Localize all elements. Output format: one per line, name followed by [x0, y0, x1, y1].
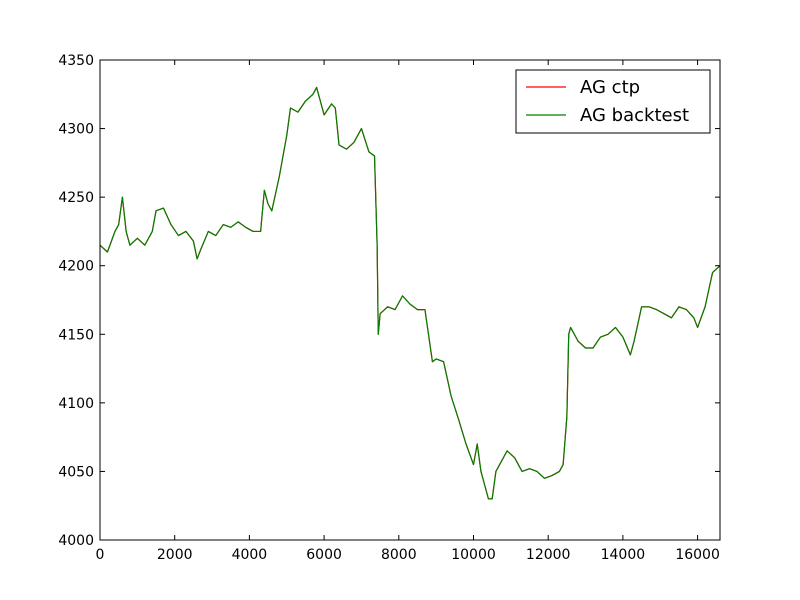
legend-box: [515, 69, 711, 134]
legend-label-ag-backtest: AG backtest: [580, 105, 689, 126]
plot-area: [100, 60, 720, 540]
series-line-ag-backtest: [99, 86, 721, 500]
y-tick-label: 4000: [58, 533, 94, 549]
x-tick-label: 8000: [381, 547, 417, 563]
tick-layer: 0 2000 4000 6000 8000 10000 12000 14000 16000 400…: [58, 53, 720, 563]
x-tick-label: 14000: [601, 547, 646, 563]
x-tick-label: 16000: [675, 547, 720, 563]
x-tick-label: 10000: [451, 547, 496, 563]
y-tick-label: 4350: [58, 53, 94, 69]
y-tick-label: 4300: [58, 122, 94, 138]
x-tick-label: 4000: [232, 547, 268, 563]
x-tick-label: 6000: [306, 547, 342, 563]
y-tick-label: 4250: [58, 190, 94, 206]
x-tick-label: 2000: [157, 547, 193, 563]
series-layer: [99, 86, 721, 500]
y-tick-label: 4150: [58, 327, 94, 343]
plot-frame: [99, 59, 721, 541]
y-tick-label: 4100: [58, 396, 94, 412]
x-tick-label: 0: [96, 547, 105, 563]
y-tick-label: 4200: [58, 259, 94, 275]
x-tick-label: 12000: [526, 547, 571, 563]
legend: AG ctp AG backtest: [515, 69, 711, 134]
legend-label-ag-ctp: AG ctp: [580, 77, 640, 98]
y-tick-label: 4050: [58, 464, 94, 480]
